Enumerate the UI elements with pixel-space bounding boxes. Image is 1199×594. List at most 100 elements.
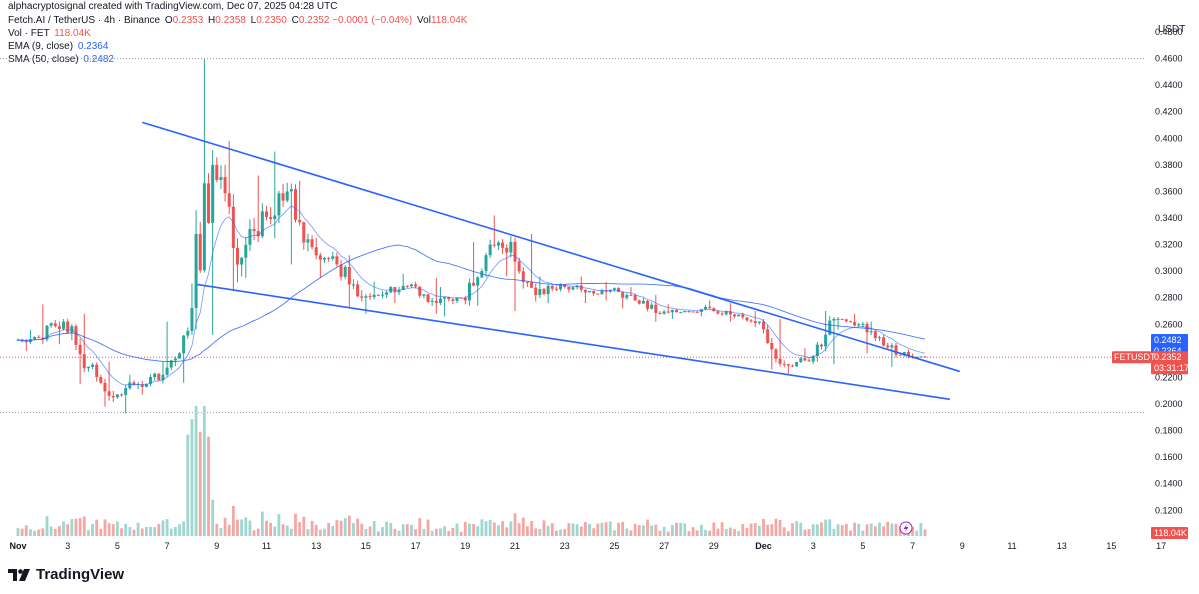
candle	[898, 354, 902, 356]
volume-bar	[658, 530, 662, 536]
candle	[351, 279, 355, 289]
candle	[679, 311, 683, 314]
candle-body	[658, 312, 662, 314]
volume-bar	[306, 529, 310, 536]
candle	[790, 364, 794, 368]
candle	[501, 239, 505, 255]
symbol-title[interactable]: Fetch.AI / TetherUS · 4h · Binance	[8, 15, 161, 26]
candle	[819, 343, 823, 350]
volume-bar	[95, 519, 99, 536]
candle	[873, 330, 877, 342]
candle	[335, 252, 339, 267]
volume-bar	[451, 527, 455, 536]
volume-bar	[836, 524, 840, 536]
y-tick-label: 0.3200	[1155, 240, 1183, 250]
volume-bar	[285, 525, 289, 536]
candle	[691, 311, 695, 313]
volume-bar	[762, 518, 765, 536]
ema-legend[interactable]: EMA (9, close) 0.2364	[8, 40, 108, 53]
candle	[78, 338, 82, 385]
volume-bar	[265, 520, 268, 536]
candle-body	[882, 337, 886, 346]
volume-bar	[679, 522, 683, 536]
volume-bar	[613, 530, 616, 536]
volume-bar	[575, 524, 579, 536]
sma-legend[interactable]: SMA (50, close) 0.2482	[8, 53, 114, 66]
candle	[915, 356, 919, 358]
candle-body	[414, 284, 418, 287]
candle-body	[169, 360, 173, 368]
volume-bar	[621, 521, 625, 536]
candle	[658, 311, 662, 315]
candle	[103, 378, 107, 407]
volume-bar	[505, 527, 509, 536]
candle	[153, 372, 157, 381]
volume-bar	[608, 521, 612, 536]
volume-bar	[691, 527, 695, 536]
volume-bar	[405, 524, 409, 536]
candle	[45, 325, 49, 342]
candle-body	[351, 284, 355, 286]
volume-bar	[770, 524, 774, 536]
candle	[327, 256, 331, 262]
candle-body	[298, 219, 302, 223]
candle	[107, 361, 111, 401]
low-label: L	[250, 15, 257, 26]
candle-body	[886, 345, 890, 348]
candle-body	[49, 323, 53, 326]
candle-body	[757, 321, 761, 323]
volume-bar	[853, 522, 857, 536]
volume-bar	[919, 522, 923, 536]
x-tick-label: 9	[960, 541, 965, 551]
candle	[720, 311, 724, 316]
candle	[704, 305, 708, 310]
volume-bar	[310, 520, 314, 536]
candle	[749, 319, 753, 323]
y-tick-label: 0.2800	[1155, 293, 1183, 303]
volume-bar	[194, 406, 198, 536]
volume-legend[interactable]: Vol · FET 118.04K	[8, 27, 91, 40]
volume-bar	[414, 529, 417, 536]
candle	[418, 286, 422, 298]
candle-body	[231, 206, 235, 249]
volume-bar	[207, 436, 210, 536]
tradingview-logo[interactable]: TradingView	[8, 566, 124, 583]
candle-body	[306, 239, 310, 243]
volume-bar	[778, 519, 782, 536]
y-tick-label: 0.4600	[1155, 54, 1183, 64]
candle-body	[37, 336, 41, 338]
candle	[372, 281, 376, 300]
candle	[124, 384, 128, 414]
candle	[343, 265, 347, 280]
candle-body	[646, 300, 650, 309]
x-tick-label: Nov	[9, 541, 26, 551]
candle-body	[666, 311, 670, 313]
candle-body	[397, 289, 401, 293]
volume-bar	[840, 525, 844, 536]
candle-body	[103, 382, 107, 392]
volume-bar	[385, 521, 389, 536]
candle-body	[629, 294, 633, 296]
candle	[260, 203, 264, 239]
candle	[231, 194, 235, 292]
candle-body	[327, 258, 331, 260]
candle-body	[633, 295, 637, 301]
volume-bar	[103, 519, 107, 536]
candle	[467, 278, 471, 306]
volume-bar	[662, 526, 666, 536]
candle-body	[832, 318, 836, 321]
candle-body	[24, 341, 28, 343]
candle	[244, 236, 248, 278]
volume-bar	[546, 525, 550, 536]
volume-bar	[708, 530, 712, 536]
volume-bar	[480, 519, 484, 536]
volume-bar	[555, 530, 558, 536]
symbol-tag-text: FETUSDT	[1114, 352, 1156, 362]
volume-bar	[331, 526, 335, 536]
candle	[289, 183, 293, 265]
axis-currency[interactable]: USDT	[1158, 24, 1186, 35]
volume-bar	[584, 522, 587, 536]
candle-body	[66, 321, 70, 333]
